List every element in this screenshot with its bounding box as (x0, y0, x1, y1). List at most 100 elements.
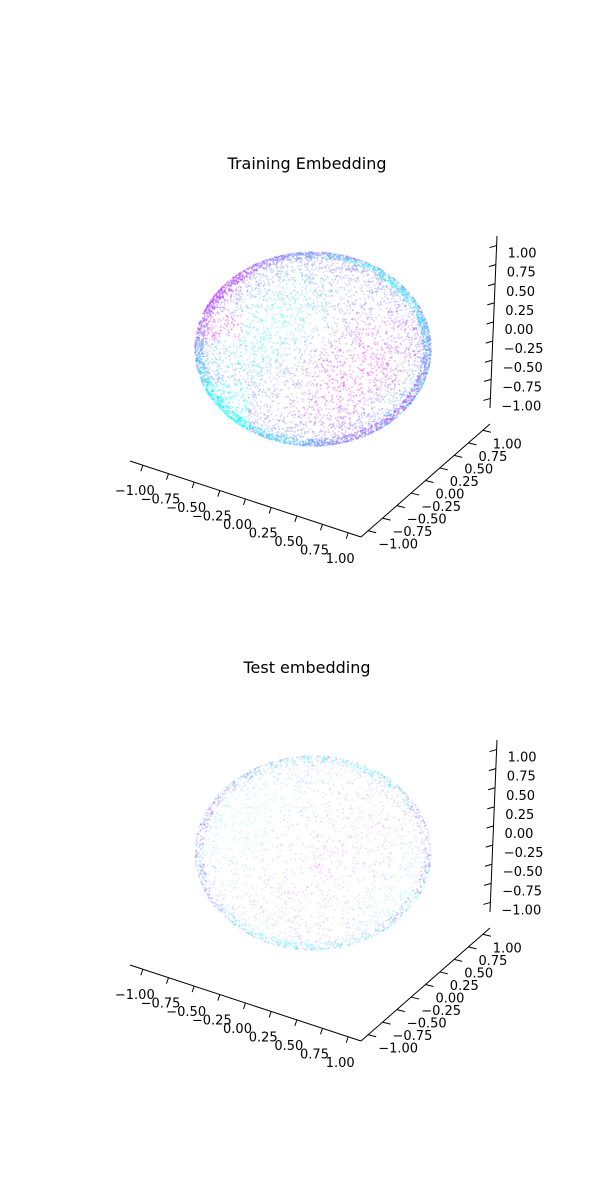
data-point (362, 361, 365, 363)
data-point (237, 362, 240, 365)
data-point (299, 254, 302, 257)
data-point (285, 433, 287, 435)
data-point (259, 388, 262, 391)
data-point (353, 286, 356, 289)
data-point (324, 404, 327, 407)
data-point (334, 432, 336, 434)
training-points (194, 251, 432, 447)
data-point (383, 291, 386, 293)
data-point (341, 376, 344, 379)
data-point (368, 413, 370, 416)
data-point (317, 269, 319, 272)
data-point (322, 433, 325, 436)
data-point (359, 401, 362, 404)
data-point (323, 305, 326, 308)
data-point (312, 375, 315, 378)
data-point (263, 421, 266, 424)
data-point (266, 313, 268, 315)
data-point (286, 315, 289, 318)
data-point (228, 355, 231, 357)
data-point (333, 308, 336, 311)
data-point (208, 367, 210, 370)
data-point (405, 308, 408, 311)
data-point (348, 334, 351, 336)
data-point (317, 286, 320, 288)
data-point (213, 337, 216, 340)
data-point (256, 422, 259, 425)
data-point (242, 425, 244, 428)
data-point (400, 363, 403, 365)
data-point (393, 392, 396, 395)
data-point (261, 332, 264, 335)
data-point (224, 370, 227, 373)
data-point (402, 366, 405, 368)
data-point (328, 417, 331, 420)
data-point (374, 398, 377, 400)
data-point (385, 389, 388, 392)
data-point (344, 328, 347, 331)
data-point (257, 418, 260, 421)
data-point (348, 277, 350, 280)
data-point (385, 330, 388, 332)
data-point (409, 353, 412, 356)
data-point (261, 394, 264, 397)
data-point (384, 423, 387, 426)
data-point (324, 371, 327, 374)
data-point (304, 413, 306, 416)
data-point (326, 276, 329, 279)
data-point (272, 276, 274, 279)
data-point (391, 327, 393, 329)
data-point (340, 382, 343, 384)
data-point (287, 395, 290, 398)
data-point (303, 263, 306, 266)
data-point (206, 328, 209, 330)
data-point (309, 392, 311, 395)
data-point (344, 337, 346, 339)
data-point (394, 374, 397, 376)
data-point (225, 324, 228, 327)
data-point (315, 404, 318, 407)
data-point (393, 405, 396, 408)
data-point (312, 306, 314, 309)
data-point (257, 391, 259, 393)
data-point (293, 276, 296, 279)
data-point (227, 331, 230, 334)
data-point (290, 290, 293, 293)
data-point (217, 376, 220, 379)
data-point (223, 390, 225, 393)
data-point (378, 282, 381, 284)
data-point (254, 414, 257, 416)
data-point (262, 280, 265, 282)
data-point (257, 433, 260, 436)
data-point (265, 290, 267, 293)
data-point (392, 327, 395, 330)
data-point (234, 293, 237, 296)
data-point (323, 274, 326, 277)
data-point (282, 375, 284, 378)
data-point (314, 360, 317, 363)
data-point (302, 361, 305, 364)
data-point (309, 297, 311, 299)
data-point (249, 291, 252, 294)
data-point (274, 393, 276, 396)
data-point (380, 370, 383, 373)
data-point (260, 416, 262, 418)
training-embedding-panel: Training Embedding −1.00−0.75−0.50−0.250… (115, 154, 544, 567)
data-point (276, 359, 279, 362)
data-point (278, 375, 281, 378)
data-point (409, 316, 411, 319)
data-point (312, 362, 315, 365)
data-point (315, 413, 318, 416)
data-point (342, 417, 345, 419)
data-point (298, 433, 300, 436)
data-point (377, 329, 379, 332)
data-point (234, 379, 236, 382)
data-point (276, 273, 279, 276)
data-point (326, 368, 329, 371)
data-point (397, 306, 399, 309)
data-point (374, 384, 377, 387)
data-point (319, 354, 321, 357)
data-point (300, 358, 302, 360)
data-point (285, 301, 287, 304)
data-point (388, 398, 390, 401)
